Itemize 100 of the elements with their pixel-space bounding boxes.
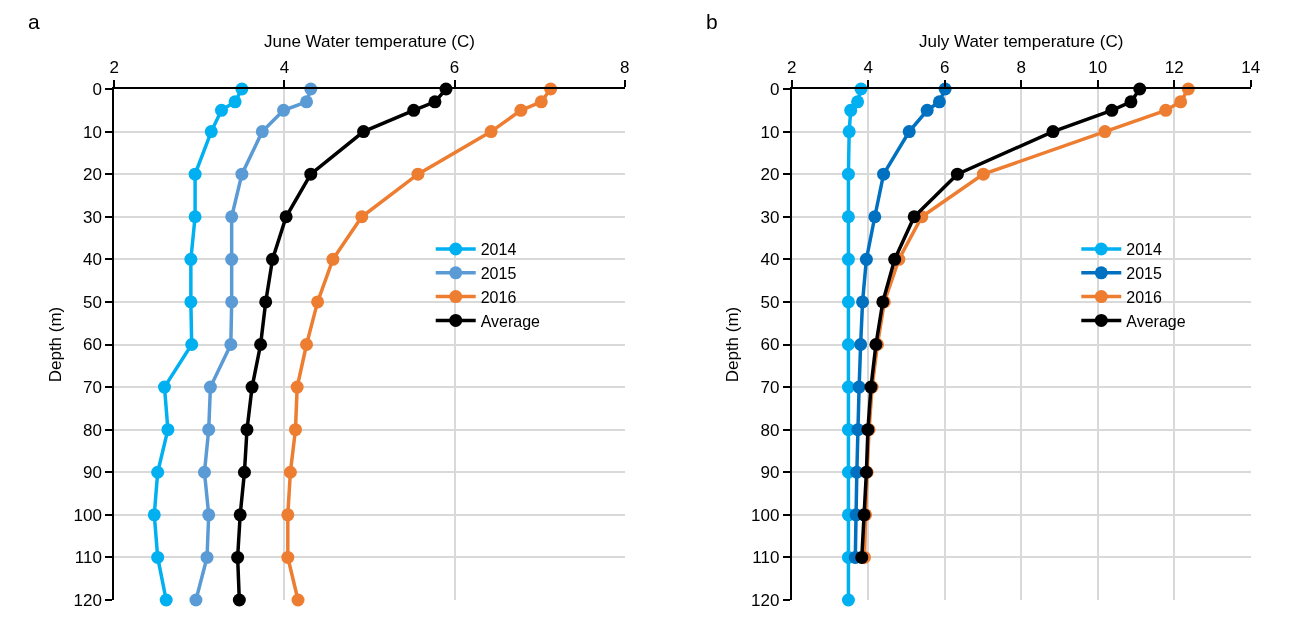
x-tick-label: 6 [449,58,460,78]
point [281,508,295,522]
y-tick-label: 80 [760,420,780,440]
y-tick-label: 80 [82,420,102,440]
point [290,380,304,394]
point [407,103,421,117]
point [235,167,249,181]
point [856,295,870,309]
point [197,465,211,479]
y-tick-label: 120 [751,590,780,610]
point [233,508,247,522]
point [184,295,198,309]
y-tick-label: 90 [760,463,780,483]
y-axis-title: Depth (m) [45,306,65,383]
x-tick-label: 8 [619,58,630,78]
point [185,338,199,351]
point [841,295,855,309]
point [283,465,297,479]
point [266,252,280,266]
y-tick-label: 100 [73,505,102,525]
y-tick-label: 0 [769,79,780,99]
point [859,252,873,266]
point [291,593,305,607]
point [1124,95,1138,109]
point [225,210,239,224]
legend-label: 2015 [1126,265,1162,283]
point [202,423,216,437]
point [428,95,442,109]
point [844,103,858,117]
point [950,167,964,181]
y-tick-label: 90 [82,463,102,483]
point [279,210,293,224]
point [240,423,254,437]
point [255,125,269,139]
point [851,95,865,109]
point [225,252,239,266]
point [202,508,216,522]
point [228,95,242,109]
point [214,103,228,117]
point [159,593,173,607]
point [224,338,238,351]
y-tick-label: 30 [760,207,780,227]
y-tick-label: 60 [82,335,102,355]
point [484,125,498,139]
point [1105,103,1119,117]
y-tick-label: 20 [82,165,102,185]
point [841,252,855,266]
point [841,380,855,394]
point [188,210,202,224]
point [288,423,302,437]
point [184,252,198,266]
point [1174,95,1188,109]
point [326,252,340,266]
point [254,338,268,351]
point [841,338,855,351]
point [151,550,165,564]
point [841,593,855,607]
point [237,465,251,479]
y-tick-label: 70 [760,378,780,398]
legend-label: 2016 [1126,288,1162,306]
point [161,423,175,437]
point [1046,125,1060,139]
point [259,295,273,309]
point [157,380,171,394]
point [868,210,882,224]
point [357,125,371,139]
legend-label: 2015 [480,265,517,283]
point [232,593,246,607]
point [245,380,259,394]
x-tick-label: 14 [1241,58,1261,78]
y-axis-title: Depth (m) [723,306,743,383]
point [151,465,165,479]
y-tick-label: 40 [760,250,780,270]
y-tick-label: 110 [752,548,780,568]
y-tick-label: 10 [760,122,780,142]
point [188,167,202,181]
x-axis-title: July Water temperature (C) [919,32,1124,52]
point [300,338,314,351]
y-tick-label: 20 [760,165,780,185]
legend-label: Average [480,312,541,330]
y-tick-label: 70 [82,378,102,398]
y-tick-label: 0 [92,79,102,99]
point [842,125,856,139]
legend-label: Average [1126,312,1186,330]
point [300,95,314,109]
y-tick-label: 120 [73,590,102,610]
point [281,550,295,564]
point [902,125,916,139]
point [920,103,934,117]
point [411,167,425,181]
point [147,508,161,522]
point [841,167,855,181]
point [189,593,203,607]
legend-label: 2014 [1126,241,1162,259]
y-tick-label: 40 [82,250,102,270]
x-tick-label: 2 [109,58,120,78]
point [877,167,891,181]
point [888,252,902,266]
point [311,295,325,309]
y-tick-label: 110 [74,548,102,568]
